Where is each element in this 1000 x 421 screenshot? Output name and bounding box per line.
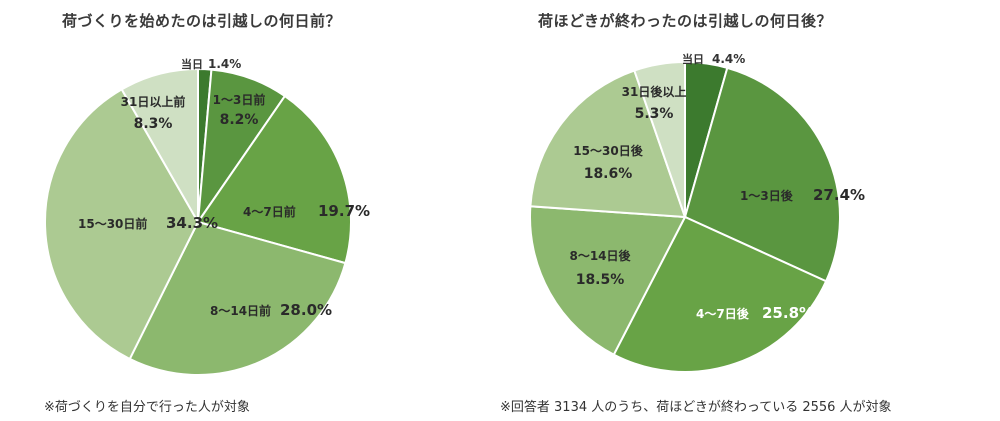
- chart-footnote: ※荷づくりを自分で行った人が対象: [44, 400, 250, 415]
- pie-labels: 当日 1.4% 1～3日前 8.2% 4～7日前 19.7% 8～14日前 28.0% 15～3…: [78, 57, 370, 319]
- slice-value-label: 19.7%: [318, 202, 370, 220]
- slice-label: 8～14日後: [569, 248, 631, 263]
- slice-value-label: 18.6%: [584, 166, 633, 182]
- pie-labels: 当日 4.4% 1～3日後 27.4% 4～7日後 25.8% 8～14日後 18.5% 15～…: [569, 52, 865, 322]
- slice-value-label: 25.8%: [762, 304, 814, 322]
- pie-slice: [120, 67, 199, 226]
- slice-label: 1～3日後: [740, 188, 794, 203]
- slice-label: 1～3日前: [213, 92, 266, 107]
- slice-value-label: 18.5%: [576, 272, 625, 288]
- slice-value-label: 4.4%: [712, 52, 745, 66]
- slice-label: 当日: [181, 57, 203, 71]
- pie-slice: [128, 220, 347, 376]
- slice-label: 8～14日前: [210, 303, 271, 318]
- slice-label: 15～30日前: [78, 216, 147, 231]
- pie-chart-svg: 当日 4.4% 1～3日後 27.4% 4～7日後 25.8% 8～14日後 18.5% 15～…: [529, 52, 865, 373]
- pie-chart-unpacking: 荷ほどきが終わったのは引越しの何日後？ 当日 4.4% 1～3日後 27.4% 4～7日…: [500, 0, 1000, 421]
- slice-label: 31日後以上: [622, 84, 687, 99]
- slice-value-label: 1.4%: [208, 57, 241, 71]
- chart-title: 荷ほどきが終わったのは引越しの何日後？: [538, 12, 833, 30]
- pie-chart-packing: 荷づくりを始めたのは引越しの何日前？ 当日 1.4% 1～3日前 8.2% 4～7日前 1…: [44, 12, 370, 415]
- slice-label: 4～7日後: [696, 306, 750, 321]
- slice-label: 4～7日前: [243, 204, 296, 219]
- chart-footnote: ※回答者 3134 人のうち、荷ほどきが終わっている 2556 人が対象: [500, 400, 892, 415]
- pie-slice: [196, 94, 352, 265]
- slice-value-label: 27.4%: [813, 186, 865, 204]
- pie-chart-svg: 当日 1.4% 1～3日前 8.2% 4～7日前 19.7% 8～14日前 28.0% 15～3…: [44, 57, 370, 376]
- pie-slices: [44, 67, 352, 376]
- slice-label: 31日以上前: [121, 94, 186, 109]
- pie-slice: [612, 215, 828, 373]
- slice-label: 当日: [682, 52, 704, 66]
- slice-value-label: 8.3%: [134, 116, 173, 132]
- pie-slice: [633, 60, 686, 218]
- chart-title: 荷づくりを始めたのは引越しの何日前？: [62, 12, 342, 30]
- slice-label: 15～30日後: [573, 143, 643, 158]
- slice-value-label: 5.3%: [635, 106, 674, 122]
- pie-slice: [683, 66, 841, 283]
- slice-value-label: 8.2%: [220, 112, 259, 128]
- pie-slices: [529, 60, 841, 373]
- slice-value-label: 34.3%: [166, 214, 218, 232]
- pie-slice: [529, 205, 687, 357]
- slice-value-label: 28.0%: [280, 301, 332, 319]
